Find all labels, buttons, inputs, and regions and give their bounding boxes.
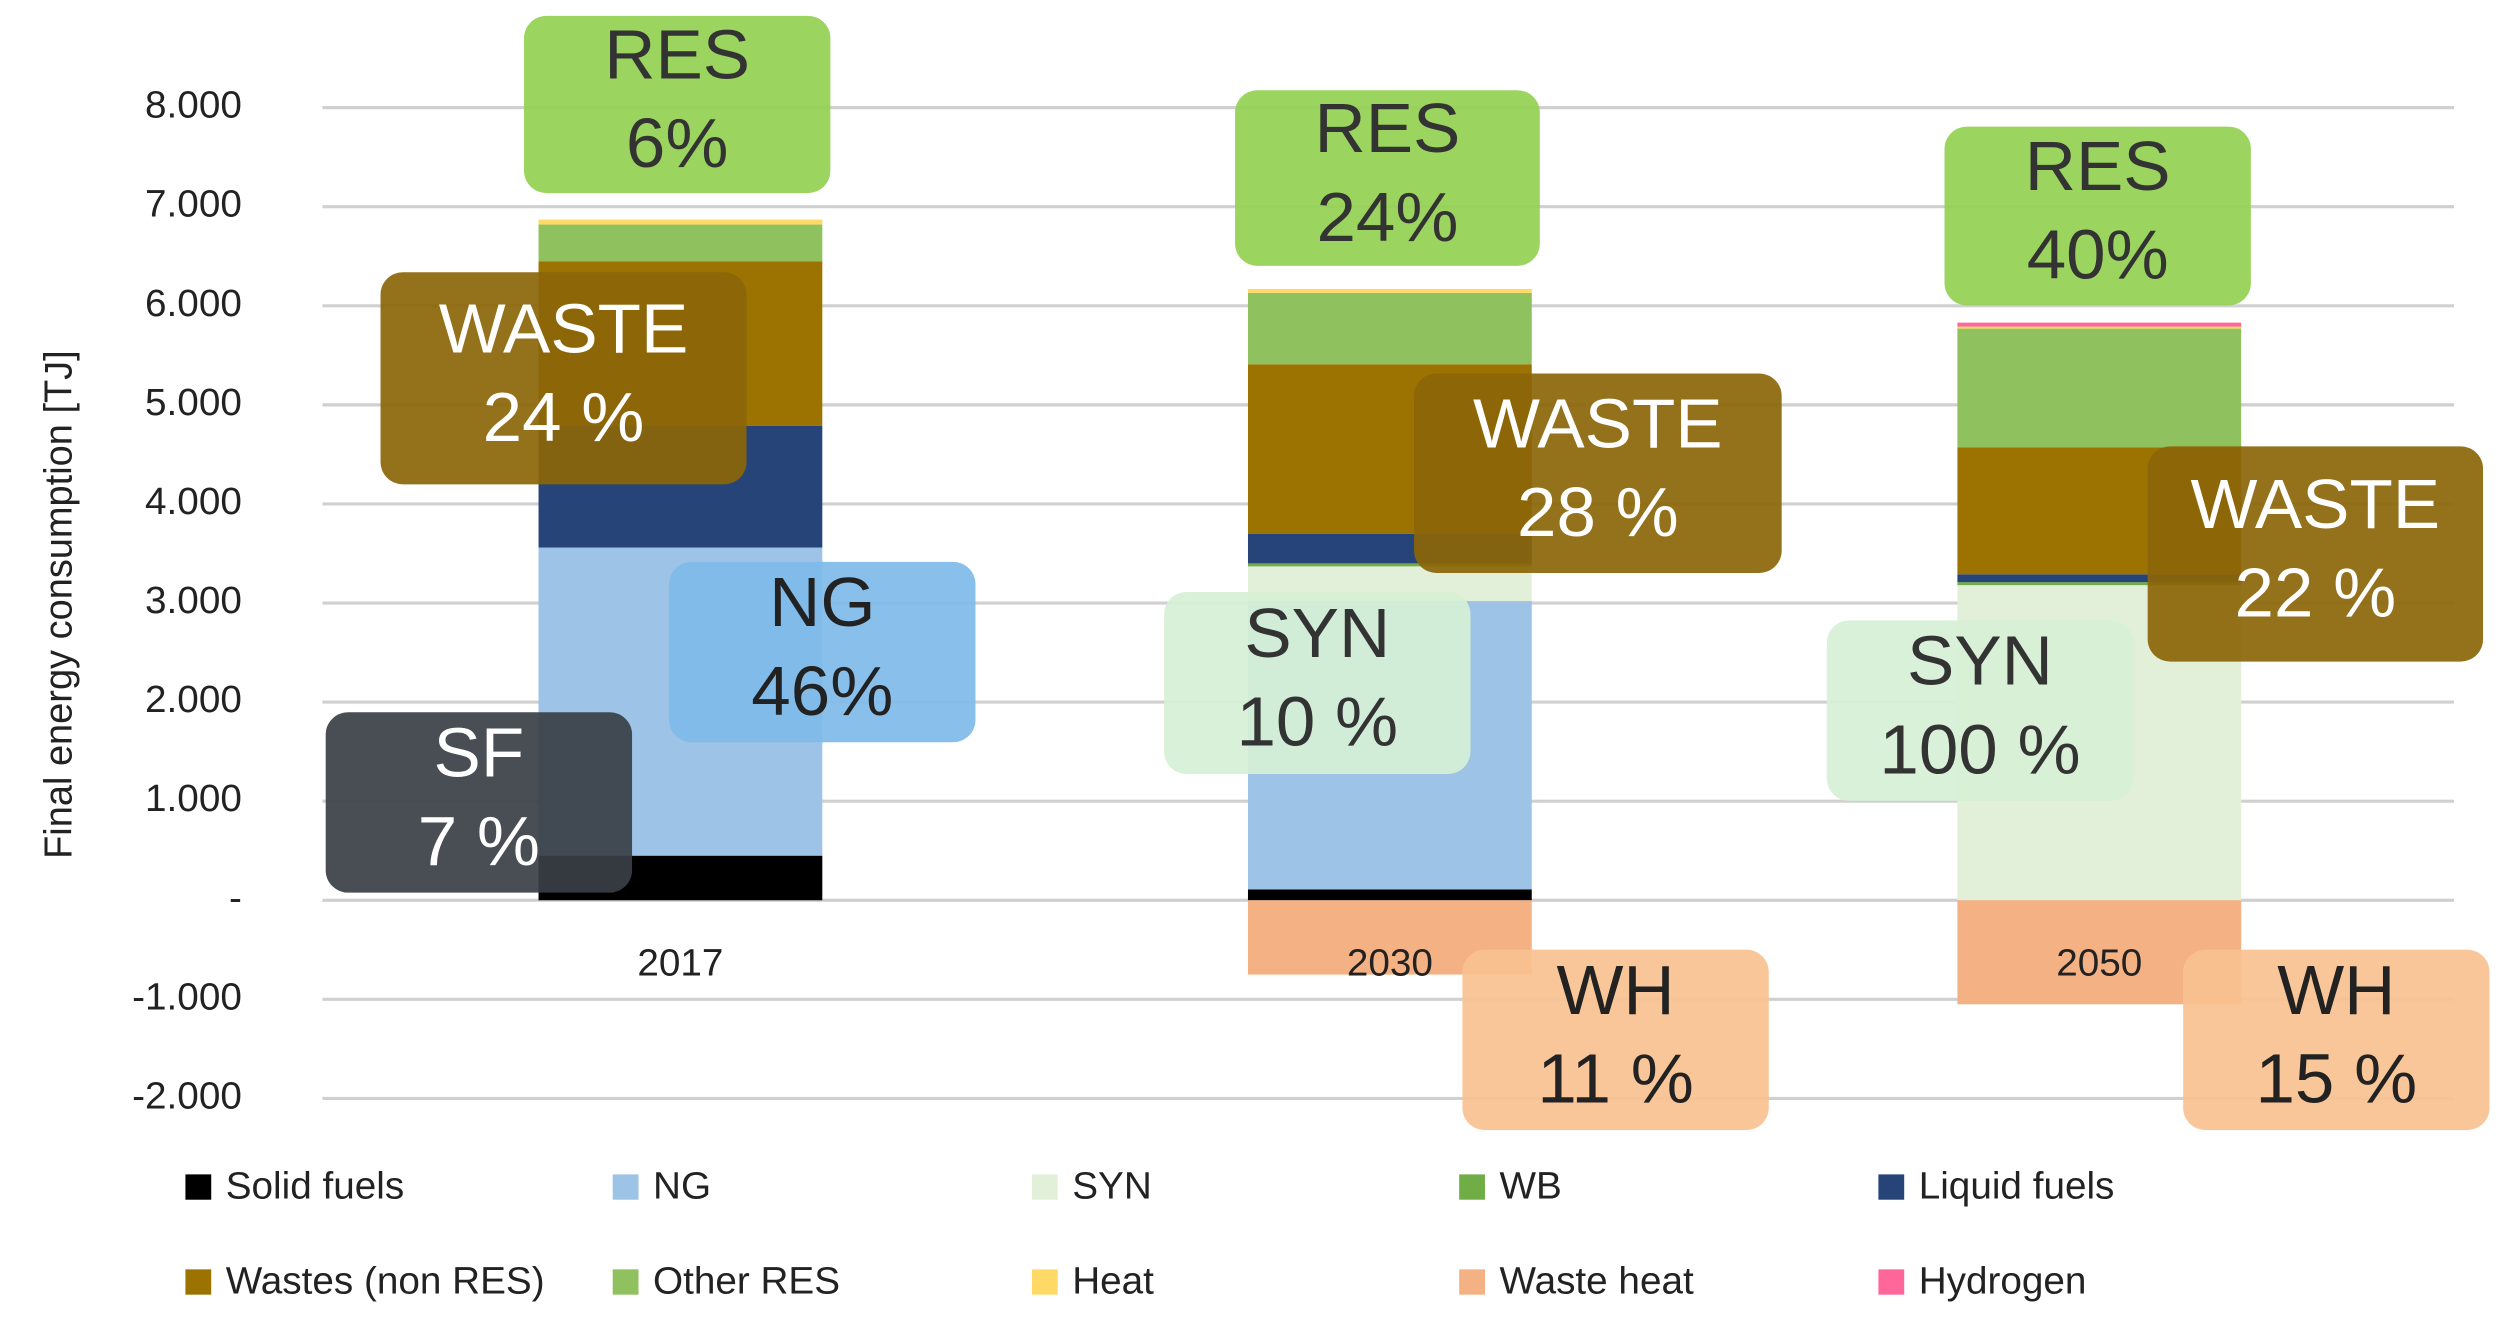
annotation: WH 11 % (1462, 949, 1769, 1131)
bar-segment (1957, 582, 2242, 586)
legend-swatch (185, 1174, 212, 1200)
annotation-box (1826, 620, 2134, 801)
y-tick-label: -2.000 (132, 1075, 242, 1118)
annotation-text: 46% (751, 651, 893, 729)
legend-label: NG (653, 1165, 711, 1208)
annotation-box (2147, 446, 2484, 662)
y-tick-label: 2.000 (145, 678, 242, 721)
annotation-text: 7 % (418, 802, 540, 880)
legend-label: Liquid fuels (1919, 1165, 2115, 1208)
annotation-text: WH (1557, 951, 1675, 1029)
bar-segment (1957, 326, 2242, 329)
bar-segment (1957, 322, 2242, 327)
legend-swatch (1459, 1269, 1485, 1295)
annotation-text: 28 % (1517, 473, 1679, 551)
y-tick-label: 8.000 (145, 84, 242, 127)
y-tick-label: 5.000 (145, 381, 242, 424)
legend-swatch (1878, 1174, 1905, 1200)
annotation-text: RES (1315, 89, 1461, 167)
annotation: SF 7 % (325, 712, 633, 893)
legend-label: Heat (1072, 1260, 1154, 1303)
annotation-box (524, 15, 831, 194)
annotation: RES 40% (1944, 126, 2251, 306)
legend-label: Other RES (653, 1260, 840, 1303)
legend-label: Hydrogen (1919, 1260, 2087, 1303)
annotation: WASTE 22 % (2147, 446, 2484, 662)
legend-swatch (1459, 1174, 1485, 1200)
legend-label: SYN (1072, 1165, 1152, 1208)
annotation: RES 6% (524, 15, 831, 194)
annotation-text: SYN (1244, 594, 1390, 672)
legend-label: Wastes (non RES) (226, 1260, 545, 1303)
annotation-text: 15 % (2255, 1039, 2417, 1117)
bar-segment (1247, 889, 1532, 901)
annotation-box (1414, 373, 1782, 573)
legend-label: Waste heat (1499, 1260, 1694, 1303)
annotation-text: 11 % (1537, 1039, 1693, 1117)
legend-swatch (185, 1269, 212, 1295)
y-axis-label: Final energy consumption [TJ] (37, 350, 80, 859)
annotation-text: RES (2025, 127, 2171, 205)
annotation-text: SYN (1907, 621, 2053, 699)
legend-swatch (1031, 1269, 1058, 1295)
annotation-text: 10 % (1236, 682, 1398, 760)
annotation-text: 22 % (2235, 553, 2397, 631)
annotation: WASTE 28 % (1414, 373, 1782, 573)
legend-swatch (612, 1269, 639, 1295)
annotation: WASTE 24 % (380, 272, 747, 485)
annotation-box (325, 712, 633, 893)
annotation-box (1164, 591, 1471, 774)
annotation: WH 15 % (2183, 949, 2490, 1131)
legend-swatch (1878, 1269, 1905, 1295)
x-tick-label: 2017 (637, 942, 723, 985)
annotation-text: 24% (1316, 177, 1458, 255)
x-tick-label: 2050 (2056, 942, 2142, 985)
y-tick-label: 6.000 (145, 282, 242, 325)
annotation: SYN 10 % (1164, 591, 1471, 774)
annotation-text: 24 % (483, 378, 645, 456)
legend-swatch (612, 1174, 639, 1200)
annotation-text: 40% (2027, 215, 2169, 293)
annotation-box (1462, 949, 1769, 1131)
annotation-box (2183, 949, 2490, 1131)
y-tick-label: 7.000 (145, 183, 242, 226)
annotation-box (669, 561, 976, 743)
annotation-text: RES (604, 15, 750, 93)
annotation: RES 24% (1235, 89, 1540, 266)
x-tick-label: 2030 (1347, 942, 1433, 985)
annotation-text: WASTE (1473, 384, 1723, 462)
y-tick-label: 3.000 (145, 579, 242, 622)
annotation-text: WASTE (439, 289, 689, 367)
y-tick-label: 4.000 (145, 480, 242, 523)
legend-label: Solid fuels (226, 1165, 404, 1208)
annotation-box (1235, 90, 1540, 266)
legend-label: WB (1499, 1165, 1561, 1208)
annotation-text: 6% (626, 104, 729, 182)
annotation-text: WH (2277, 951, 2395, 1029)
annotation-box (380, 272, 747, 485)
bar-segment (1247, 288, 1532, 293)
bar-segment (538, 224, 823, 262)
bar-segment (1247, 292, 1532, 365)
y-tick-label: 1.000 (145, 778, 242, 821)
y-tick-label: -1.000 (132, 976, 242, 1019)
annotation-box (1944, 126, 2251, 306)
bar-segment (1957, 328, 2242, 448)
y-tick-label: - (229, 877, 242, 920)
annotation-text: NG (769, 563, 875, 641)
annotation: NG 46% (669, 561, 976, 743)
legend-swatch (1031, 1174, 1058, 1200)
bar-segment (1957, 574, 2242, 583)
bar-segment (1247, 563, 1532, 567)
annotation: SYN 100 % (1826, 620, 2134, 801)
annotation-text: 100 % (1879, 710, 2080, 788)
bar-segment (538, 219, 823, 225)
annotation-text: SF (434, 713, 525, 791)
annotation-text: WASTE (2191, 465, 2441, 543)
